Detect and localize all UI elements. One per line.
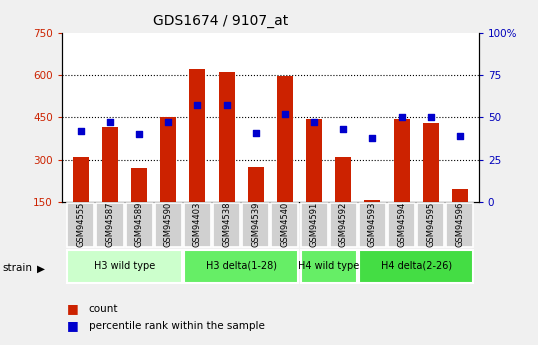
- Point: [339, 126, 348, 132]
- Text: GSM94590: GSM94590: [164, 201, 173, 247]
- Point: [251, 130, 260, 135]
- Point: [368, 135, 377, 140]
- Text: ▶: ▶: [37, 264, 45, 273]
- Bar: [452, 189, 468, 202]
- Text: GDS1674 / 9107_at: GDS1674 / 9107_at: [153, 14, 288, 28]
- FancyBboxPatch shape: [271, 203, 299, 247]
- Text: H4 wild type: H4 wild type: [298, 261, 359, 271]
- Bar: [423, 123, 438, 202]
- Point: [456, 133, 464, 139]
- Bar: [160, 117, 176, 202]
- Point: [397, 115, 406, 120]
- Bar: [102, 127, 118, 202]
- FancyBboxPatch shape: [67, 250, 182, 283]
- Text: GSM94539: GSM94539: [251, 201, 260, 247]
- Text: GSM94540: GSM94540: [280, 201, 289, 247]
- Text: GSM94591: GSM94591: [309, 201, 318, 247]
- FancyBboxPatch shape: [359, 203, 386, 247]
- FancyBboxPatch shape: [67, 203, 94, 247]
- Text: GSM94538: GSM94538: [222, 201, 231, 247]
- FancyBboxPatch shape: [184, 250, 299, 283]
- FancyBboxPatch shape: [417, 203, 444, 247]
- Bar: [335, 157, 351, 202]
- Point: [193, 103, 202, 108]
- FancyBboxPatch shape: [242, 203, 270, 247]
- Bar: [247, 167, 264, 202]
- Text: GSM94596: GSM94596: [455, 201, 464, 247]
- Text: GSM94595: GSM94595: [426, 201, 435, 247]
- Text: GSM94403: GSM94403: [193, 201, 202, 247]
- Bar: [306, 119, 322, 202]
- Bar: [131, 168, 147, 202]
- Bar: [218, 72, 235, 202]
- Text: ■: ■: [67, 319, 79, 333]
- Text: H4 delta(2-26): H4 delta(2-26): [380, 261, 452, 271]
- FancyBboxPatch shape: [96, 203, 124, 247]
- Text: GSM94555: GSM94555: [76, 201, 86, 247]
- FancyBboxPatch shape: [125, 203, 153, 247]
- Bar: [189, 69, 206, 202]
- Bar: [364, 200, 380, 202]
- FancyBboxPatch shape: [330, 203, 357, 247]
- Text: strain: strain: [3, 264, 33, 273]
- Bar: [277, 77, 293, 202]
- Text: count: count: [89, 304, 118, 314]
- FancyBboxPatch shape: [213, 203, 240, 247]
- FancyBboxPatch shape: [155, 203, 182, 247]
- Text: GSM94587: GSM94587: [105, 201, 115, 247]
- Bar: [393, 119, 409, 202]
- Point: [76, 128, 85, 134]
- Text: H3 wild type: H3 wild type: [94, 261, 155, 271]
- FancyBboxPatch shape: [301, 250, 357, 283]
- FancyBboxPatch shape: [388, 203, 415, 247]
- Text: GSM94593: GSM94593: [368, 201, 377, 247]
- Point: [105, 120, 114, 125]
- Point: [310, 120, 318, 125]
- Point: [222, 103, 231, 108]
- FancyBboxPatch shape: [447, 203, 473, 247]
- Text: GSM94594: GSM94594: [397, 201, 406, 247]
- Point: [135, 131, 144, 137]
- Text: GSM94592: GSM94592: [339, 201, 348, 247]
- Point: [164, 120, 173, 125]
- Point: [281, 111, 289, 117]
- Text: ■: ■: [67, 302, 79, 315]
- FancyBboxPatch shape: [359, 250, 473, 283]
- Text: percentile rank within the sample: percentile rank within the sample: [89, 321, 265, 331]
- Point: [427, 115, 435, 120]
- Bar: [73, 157, 89, 202]
- FancyBboxPatch shape: [301, 203, 328, 247]
- Text: H3 delta(1-28): H3 delta(1-28): [206, 261, 277, 271]
- FancyBboxPatch shape: [184, 203, 211, 247]
- Text: GSM94589: GSM94589: [134, 201, 144, 247]
